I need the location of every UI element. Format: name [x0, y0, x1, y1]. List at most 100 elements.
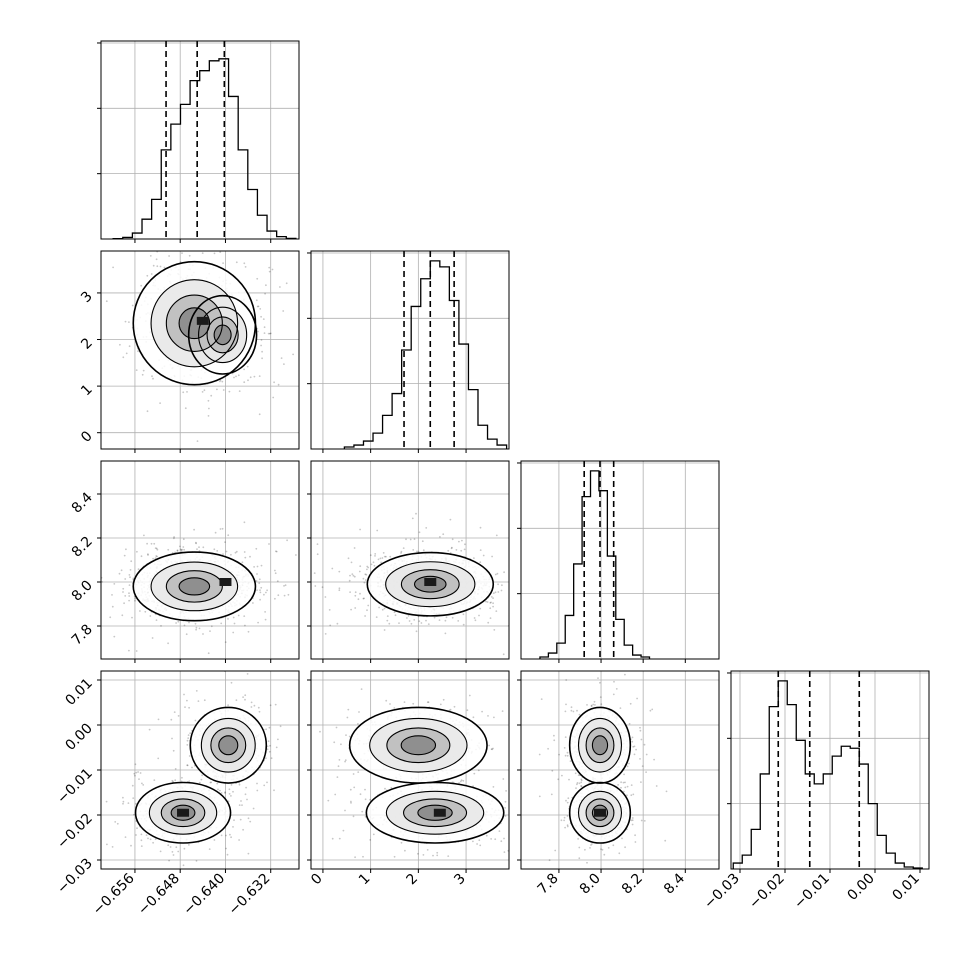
- scatter-point: [180, 549, 183, 551]
- density-peak: [219, 578, 232, 586]
- scatter-point: [427, 623, 430, 625]
- scatter-point: [150, 542, 153, 545]
- scatter-point: [386, 619, 389, 622]
- scatter-point: [479, 549, 482, 551]
- scatter-point: [449, 518, 452, 521]
- scatter-point: [473, 617, 476, 619]
- scatter-point: [497, 583, 499, 586]
- scatter-point: [218, 450, 220, 452]
- scatter-point: [421, 540, 424, 543]
- scatter-point: [239, 241, 241, 243]
- scatter-point: [120, 569, 123, 572]
- scatter-point: [357, 598, 360, 601]
- scatter-point: [373, 564, 376, 567]
- scatter-point: [328, 561, 330, 563]
- scatter-point: [415, 630, 418, 633]
- scatter-point: [111, 594, 113, 596]
- scatter-point: [285, 282, 288, 285]
- scatter-point: [256, 277, 259, 280]
- contour-line: [178, 307, 211, 340]
- scatter-point: [125, 548, 127, 551]
- scatter-point: [207, 415, 210, 417]
- scatter-point: [269, 744, 271, 747]
- scatter-point: [201, 774, 204, 777]
- scatter-point: [383, 629, 386, 631]
- scatter-point: [277, 383, 280, 386]
- scatter-point: [195, 860, 198, 862]
- scatter-point: [275, 550, 278, 553]
- scatter-point: [388, 622, 391, 625]
- scatter-point: [182, 538, 185, 541]
- scatter-point: [136, 550, 138, 553]
- scatter-point: [287, 593, 290, 596]
- scatter-point: [125, 352, 128, 355]
- contour-line: [213, 324, 232, 346]
- scatter-point: [329, 624, 332, 627]
- density-group: [313, 512, 567, 656]
- scatter-point: [213, 548, 216, 551]
- scatter-point: [492, 592, 495, 595]
- scatter-point: [127, 221, 129, 223]
- scatter-point: [349, 574, 351, 577]
- scatter-point: [240, 800, 242, 802]
- scatter-point: [417, 550, 420, 553]
- scatter-point: [135, 369, 138, 371]
- contour-line: [178, 577, 211, 596]
- scatter-point: [405, 538, 407, 541]
- scatter-point: [179, 545, 181, 548]
- scatter-point: [295, 554, 297, 556]
- scatter-point: [370, 563, 373, 566]
- scatter-point: [159, 265, 162, 268]
- scatter-point: [284, 584, 287, 587]
- scatter-point: [413, 538, 416, 540]
- scatter-point: [146, 542, 149, 545]
- scatter-point: [177, 850, 180, 853]
- scatter-point: [274, 569, 276, 572]
- density-peak: [196, 316, 209, 325]
- scatter-point: [244, 266, 247, 268]
- scatter-point: [451, 616, 454, 619]
- scatter-point: [264, 611, 266, 613]
- scatter-point: [259, 598, 261, 601]
- scatter-point: [195, 626, 198, 629]
- scatter-point: [442, 533, 445, 536]
- scatter-point: [135, 834, 137, 836]
- scatter-point: [367, 604, 370, 607]
- axes-frame: [310, 250, 510, 450]
- histogram-step: [343, 260, 508, 449]
- scatter-point: [154, 557, 157, 559]
- scatter-point: [450, 547, 453, 550]
- scatter-point: [407, 614, 410, 617]
- scatter-point: [489, 607, 492, 610]
- scatter-point: [201, 391, 204, 393]
- scatter-point: [132, 465, 134, 467]
- scatter-point: [222, 553, 224, 555]
- scatter-point: [147, 553, 149, 555]
- scatter-point: [275, 550, 277, 553]
- scatter-point: [418, 531, 421, 534]
- scatter-point: [369, 554, 372, 557]
- scatter-point: [238, 390, 241, 392]
- scatter-point: [491, 555, 493, 558]
- scatter-point: [338, 589, 341, 592]
- scatter-point: [412, 549, 415, 551]
- scatter-point: [141, 373, 144, 376]
- scatter-point: [146, 274, 149, 277]
- scatter-point: [478, 614, 480, 617]
- scatter-point: [565, 602, 567, 604]
- scatter-point: [194, 719, 197, 722]
- scatter-point: [308, 555, 310, 557]
- scatter-point: [145, 834, 148, 836]
- scatter-point: [247, 852, 250, 855]
- scatter-point: [258, 413, 261, 416]
- scatter-point: [256, 246, 258, 248]
- scatter-point: [156, 265, 159, 268]
- scatter-point: [195, 541, 197, 544]
- scatter-point: [512, 602, 514, 604]
- scatter-point: [106, 843, 108, 846]
- scatter-point: [353, 613, 355, 615]
- scatter-point: [149, 255, 152, 257]
- scatter-point: [383, 607, 386, 610]
- scatter-point: [182, 391, 185, 394]
- scatter-point: [433, 616, 436, 619]
